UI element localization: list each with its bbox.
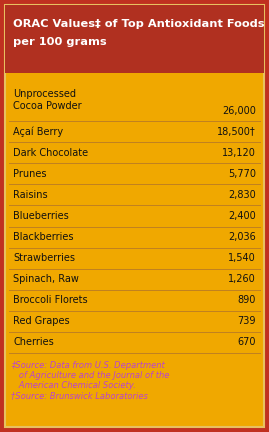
Text: of Agriculture and the Journal of the: of Agriculture and the Journal of the <box>11 371 169 380</box>
Text: Cherries: Cherries <box>13 337 54 347</box>
Text: 13,120: 13,120 <box>222 148 256 158</box>
Text: 2,400: 2,400 <box>228 211 256 221</box>
Text: Red Grapes: Red Grapes <box>13 316 70 327</box>
Text: 18,500†: 18,500† <box>217 127 256 137</box>
Text: Cocoa Powder: Cocoa Powder <box>13 101 82 111</box>
Text: Strawberries: Strawberries <box>13 253 75 263</box>
Text: Raisins: Raisins <box>13 190 48 200</box>
Text: 2,036: 2,036 <box>228 232 256 242</box>
Text: Prunes: Prunes <box>13 169 47 179</box>
Text: 670: 670 <box>238 337 256 347</box>
Text: ORAC Values‡ of Top Antioxidant Foods: ORAC Values‡ of Top Antioxidant Foods <box>13 19 264 29</box>
Text: Spinach, Raw: Spinach, Raw <box>13 274 79 284</box>
Text: †Source: Brunswick Laboratories: †Source: Brunswick Laboratories <box>11 391 148 400</box>
Text: Blueberries: Blueberries <box>13 211 69 221</box>
Text: 26,000: 26,000 <box>222 105 256 116</box>
Text: per 100 grams: per 100 grams <box>13 37 107 47</box>
Text: ‡Source: Data from U.S. Department: ‡Source: Data from U.S. Department <box>11 361 165 370</box>
Text: 5,770: 5,770 <box>228 169 256 179</box>
Text: 2,830: 2,830 <box>228 190 256 200</box>
Text: Broccoli Florets: Broccoli Florets <box>13 295 88 305</box>
Text: Açaí Berry: Açaí Berry <box>13 127 63 137</box>
Text: Dark Chocolate: Dark Chocolate <box>13 148 88 158</box>
Text: Blackberries: Blackberries <box>13 232 73 242</box>
Text: 1,260: 1,260 <box>228 274 256 284</box>
Text: American Chemical Society.: American Chemical Society. <box>11 381 136 390</box>
Bar <box>5 5 264 73</box>
Text: 739: 739 <box>238 316 256 327</box>
Text: 890: 890 <box>238 295 256 305</box>
Text: Unprocessed: Unprocessed <box>13 89 76 99</box>
Text: 1,540: 1,540 <box>228 253 256 263</box>
